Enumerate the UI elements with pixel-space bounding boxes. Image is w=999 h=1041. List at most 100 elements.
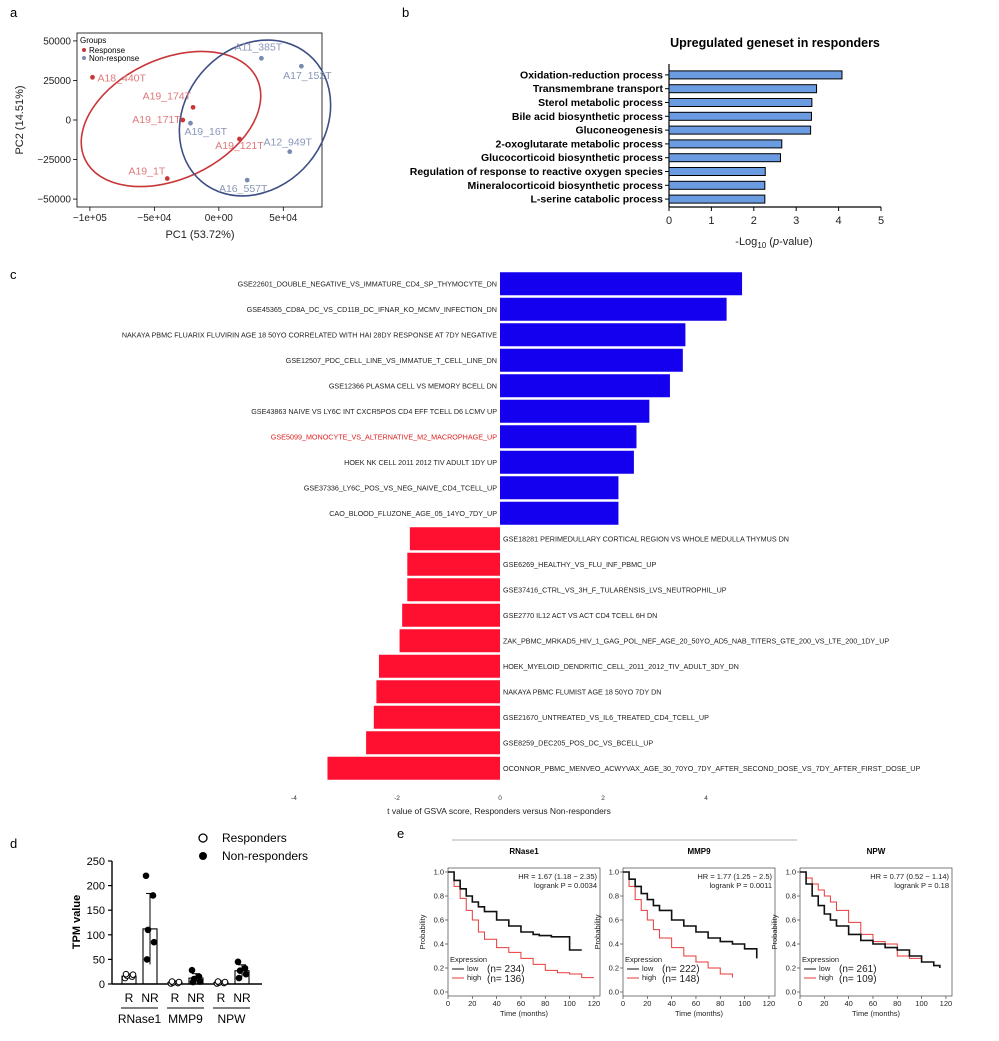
- pca-point-label: A19_16T: [184, 126, 227, 138]
- tpm-panel: 0 50 100 150 200 250 R NR R NR R NR RNase1 MMP9 NPW TP…: [71, 831, 308, 1026]
- km-title: RNase1: [509, 847, 539, 856]
- gsva-down-bar: [409, 527, 500, 551]
- go-category-label: Transmembrane transport: [533, 83, 664, 95]
- pca-ytick-label: −50000: [37, 195, 71, 206]
- go-panel: Upregulated geneset in responders 0 1 2 3 4 5…: [410, 36, 884, 250]
- pca-point-label: A16_557T: [219, 183, 268, 195]
- km-ylabel: Probability: [418, 914, 427, 949]
- tpm-nonresponder-point: [144, 926, 152, 934]
- gsva-geneset-label: NAKAYA PBMC FLUMIST AGE 18 50YO 7DY DN: [503, 687, 661, 696]
- pca-point: [188, 120, 193, 126]
- km-legend-title: Expression: [625, 955, 662, 964]
- km-xtick-label: 80: [716, 999, 724, 1008]
- km-legend-title: Expression: [802, 955, 839, 964]
- gsva-xtick-label: -2: [394, 795, 400, 802]
- tpm-nonresponder-point: [242, 970, 250, 978]
- km-n-high: (n= 136): [487, 974, 525, 985]
- gsva-up-bar: [500, 425, 637, 449]
- km-n-high: (n= 148): [662, 974, 700, 985]
- tpm-nonresponder-point: [234, 958, 242, 966]
- gsva-geneset-label: GSE6269_HEALTHY_VS_FLU_INF_PBMC_UP: [503, 560, 656, 569]
- tpm-responder-point: [168, 978, 176, 985]
- km-title: MMP9: [687, 847, 711, 856]
- panel-label-b: b: [402, 5, 409, 20]
- gsva-down-bar: [376, 680, 500, 704]
- pca-point: [190, 104, 196, 110]
- gsva-geneset-label: CAO_BLOOD_FLUZONE_AGE_05_14YO_7DY_UP: [329, 509, 497, 518]
- pca-point: [287, 149, 293, 155]
- pca-panel: −1e+05 −5e+04 0e+00 5e+04 50000 25000 0 −25000 −…: [14, 32, 332, 241]
- tpm-nonresponder-point: [189, 978, 197, 986]
- km-xtick-label: 120: [763, 999, 776, 1008]
- legend-nonresponders-marker: [199, 852, 207, 860]
- km-xtick-label: 60: [517, 999, 525, 1008]
- km-xtick-label: 0: [798, 999, 802, 1008]
- go-bar: [668, 194, 766, 204]
- pca-point: [180, 117, 186, 123]
- km-legend-low: low: [819, 964, 831, 973]
- gsva-down-bar: [378, 654, 500, 678]
- km-ytick-label: 0.8: [786, 892, 796, 901]
- km-xlabel: Time (months): [500, 1009, 549, 1018]
- legend-nonresponse-marker: [82, 56, 86, 60]
- go-bar: [668, 98, 813, 107]
- km-ytick-label: 0.6: [609, 916, 619, 925]
- km-high-curve: [623, 871, 733, 978]
- go-bar: [668, 139, 783, 149]
- tpm-ylabel: TPM value: [71, 895, 83, 949]
- pca-point-label: A19_121T: [215, 140, 264, 152]
- gsva-geneset-label: GSE21670_UNTREATED_VS_IL6_TREATED_CD4_TC…: [503, 713, 709, 722]
- pca-ytick-label: −25000: [37, 155, 71, 166]
- go-bar: [668, 111, 812, 121]
- km-ylabel: Probability: [770, 914, 779, 949]
- km-xtick-label: 100: [563, 999, 576, 1008]
- pca-xtick-label: −5e+04: [137, 213, 171, 224]
- km-high-curve: [800, 871, 922, 959]
- km-title: NPW: [867, 847, 886, 856]
- pca-legend-nonresponse: Non-response: [89, 54, 140, 63]
- tpm-responder-point: [221, 978, 229, 986]
- km-ytick-label: 1.0: [609, 868, 619, 877]
- km-high-curve: [448, 871, 594, 979]
- km-ytick-label: 0.4: [434, 940, 444, 949]
- gsva-xtick-label: -4: [291, 795, 297, 802]
- km-xlabel: Time (months): [675, 1009, 724, 1018]
- panel-label-e: e: [397, 826, 404, 841]
- tpm-group-label: MMP9: [168, 1012, 203, 1026]
- pca-ytick-label: 50000: [43, 36, 71, 47]
- tpm-ytick-label: 50: [93, 954, 105, 966]
- go-category-label: Glucocorticoid biosynthetic process: [481, 152, 663, 164]
- gsva-geneset-label: GSE5099_MONOCYTE_VS_ALTERNATIVE_M2_MACRO…: [271, 432, 497, 441]
- pca-point-label: A19_1T: [128, 166, 165, 178]
- km-ytick-label: 0.2: [434, 964, 444, 973]
- gsva-geneset-label: GSE37416_CTRL_VS_3H_F_TULARENSIS_LVS_NEU…: [503, 585, 727, 594]
- gsva-xtick-label: 4: [704, 795, 708, 802]
- go-bar: [668, 153, 782, 163]
- km-logrank-text: logrank P = 0.0011: [710, 881, 772, 890]
- go-bar: [668, 125, 812, 135]
- km-ytick-label: 0.6: [786, 916, 796, 925]
- gsva-geneset-label: GSE2770 IL12 ACT VS ACT CD4 TCELL 6H DN: [503, 611, 657, 620]
- km-ytick-label: 0.4: [786, 940, 796, 949]
- gsva-up-bar: [500, 501, 619, 525]
- km-xtick-label: 100: [915, 999, 928, 1008]
- km-ytick-label: 0.6: [434, 916, 444, 925]
- tpm-responder-point: [175, 978, 183, 986]
- gsva-down-bar: [366, 731, 500, 755]
- pca-point: [244, 177, 250, 183]
- legend-response-marker: [82, 48, 86, 52]
- go-category-label: Mineralocorticoid biosynthetic process: [468, 180, 664, 192]
- km-xlabel: Time (months): [852, 1009, 901, 1018]
- legend-responders-marker: [198, 833, 208, 843]
- tpm-nonresponder-point: [149, 892, 157, 899]
- tpm-xtick-label: R: [171, 991, 180, 1005]
- km-xtick-label: 40: [844, 999, 852, 1008]
- km-n-low: (n= 234): [487, 964, 525, 975]
- pca-point-label: A17_152T: [283, 70, 332, 82]
- pca-legend-response: Response: [89, 46, 126, 55]
- go-category-label: Gluconeogenesis: [575, 125, 663, 137]
- km-xtick-label: 60: [692, 999, 700, 1008]
- km-xtick-label: 80: [893, 999, 901, 1008]
- go-category-label: Oxidation-reduction process: [520, 69, 663, 81]
- tpm-ytick-label: 100: [87, 930, 105, 942]
